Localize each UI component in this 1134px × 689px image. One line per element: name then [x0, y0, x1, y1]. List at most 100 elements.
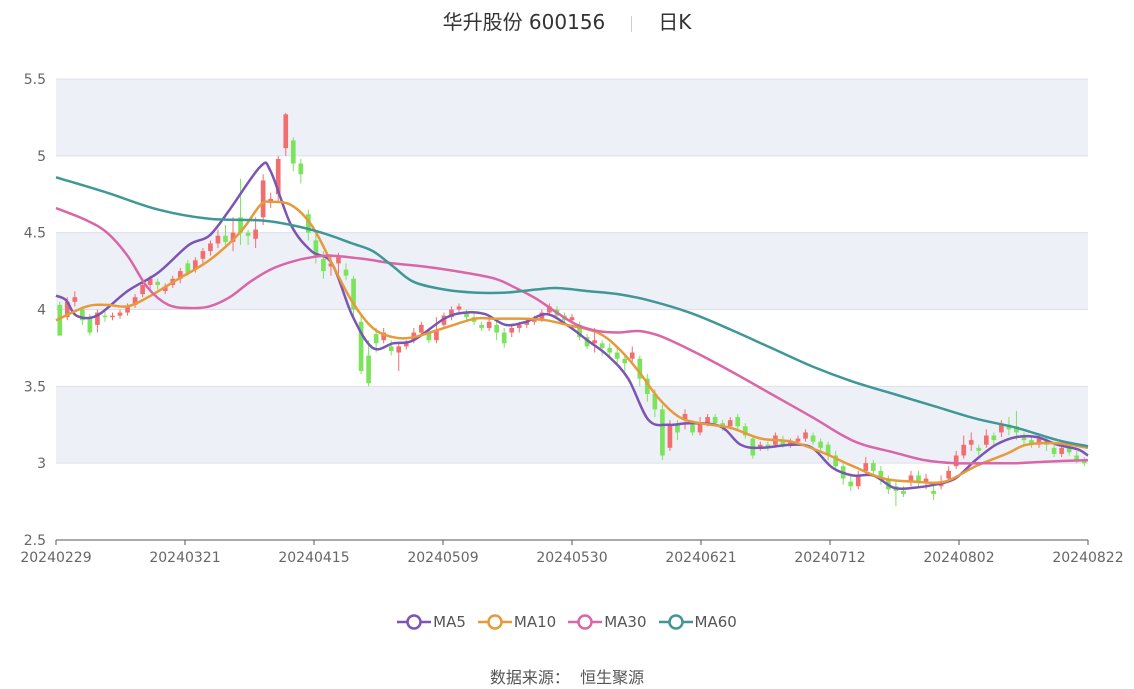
- candle[interactable]: [697, 417, 703, 436]
- candle[interactable]: [788, 438, 793, 448]
- candle[interactable]: [230, 217, 236, 252]
- candle[interactable]: [893, 481, 899, 507]
- candle-body: [95, 312, 100, 325]
- ma10-line[interactable]: [55, 200, 1089, 485]
- legend-item-ma60[interactable]: MA60: [658, 612, 737, 631]
- legend-label: MA5: [433, 612, 466, 631]
- candle[interactable]: [629, 346, 635, 362]
- candle[interactable]: [95, 309, 100, 333]
- candle[interactable]: [953, 450, 959, 470]
- candle[interactable]: [155, 278, 161, 290]
- candle[interactable]: [396, 343, 402, 371]
- candle[interactable]: [80, 306, 85, 325]
- candle[interactable]: [132, 294, 138, 308]
- candle[interactable]: [110, 312, 115, 321]
- candle-body: [396, 346, 402, 353]
- candle[interactable]: [117, 309, 123, 319]
- candle-body: [238, 217, 243, 233]
- moving-average-lines[interactable]: [55, 161, 1089, 491]
- ma30-line[interactable]: [55, 206, 1089, 465]
- candle[interactable]: [253, 217, 258, 249]
- candle[interactable]: [599, 340, 605, 356]
- candle[interactable]: [298, 158, 304, 184]
- candle[interactable]: [742, 423, 748, 439]
- candle[interactable]: [245, 229, 251, 245]
- candle-body: [336, 255, 341, 264]
- candle[interactable]: [1081, 457, 1087, 467]
- candle[interactable]: [818, 438, 823, 451]
- candle-body: [110, 315, 115, 318]
- candle[interactable]: [961, 435, 967, 459]
- candle[interactable]: [908, 470, 914, 487]
- candle[interactable]: [162, 283, 168, 295]
- candle[interactable]: [260, 174, 266, 225]
- candle[interactable]: [177, 268, 183, 284]
- candle[interactable]: [140, 281, 145, 298]
- candle-body: [803, 432, 808, 439]
- candle[interactable]: [1014, 410, 1019, 441]
- candle[interactable]: [976, 444, 982, 456]
- candle[interactable]: [223, 224, 228, 247]
- candle[interactable]: [215, 229, 221, 249]
- candle-body: [298, 163, 304, 175]
- candle[interactable]: [644, 374, 650, 402]
- candle[interactable]: [584, 334, 590, 350]
- candle[interactable]: [381, 327, 387, 344]
- ma5-line[interactable]: [55, 161, 1089, 491]
- candle[interactable]: [501, 327, 507, 348]
- candle[interactable]: [1021, 432, 1027, 445]
- candle[interactable]: [290, 137, 296, 172]
- candle[interactable]: [803, 429, 808, 442]
- candle[interactable]: [614, 347, 620, 365]
- candle-body: [660, 409, 665, 456]
- candle[interactable]: [757, 441, 763, 451]
- candle[interactable]: [999, 420, 1004, 438]
- legend-item-ma30[interactable]: MA30: [568, 612, 647, 631]
- candle[interactable]: [946, 466, 951, 482]
- candle[interactable]: [102, 311, 108, 322]
- candle[interactable]: [878, 466, 884, 485]
- candle[interactable]: [351, 275, 356, 321]
- candle[interactable]: [931, 484, 936, 501]
- y-tick-label: 4.5: [24, 226, 46, 242]
- candle[interactable]: [479, 321, 484, 332]
- candle[interactable]: [735, 413, 741, 430]
- candle[interactable]: [855, 470, 861, 490]
- legend-item-ma5[interactable]: MA5: [397, 612, 466, 631]
- ma60-line[interactable]: [55, 176, 1089, 448]
- candle[interactable]: [268, 192, 274, 209]
- candle[interactable]: [983, 429, 989, 448]
- candle[interactable]: [1029, 435, 1034, 448]
- candle[interactable]: [810, 432, 816, 445]
- candle-body: [644, 378, 650, 395]
- candle[interactable]: [343, 263, 349, 281]
- candle[interactable]: [328, 254, 334, 276]
- candle[interactable]: [916, 470, 921, 487]
- candle[interactable]: [968, 432, 974, 451]
- candle[interactable]: [509, 324, 515, 338]
- candle[interactable]: [848, 475, 854, 491]
- candle[interactable]: [313, 232, 319, 264]
- candle-body: [147, 278, 153, 285]
- candle[interactable]: [622, 355, 628, 371]
- candle[interactable]: [283, 112, 289, 156]
- candle[interactable]: [306, 209, 311, 241]
- candle[interactable]: [660, 404, 665, 461]
- candle[interactable]: [449, 306, 454, 321]
- candle[interactable]: [833, 450, 838, 471]
- candle[interactable]: [494, 321, 500, 341]
- candle[interactable]: [72, 291, 78, 307]
- candle-body: [80, 309, 85, 321]
- candle[interactable]: [991, 432, 997, 445]
- candle[interactable]: [825, 441, 831, 461]
- candle[interactable]: [366, 340, 371, 387]
- legend-item-ma10[interactable]: MA10: [477, 612, 556, 631]
- candle-body: [1081, 460, 1087, 464]
- candle[interactable]: [238, 178, 243, 245]
- candle[interactable]: [870, 460, 876, 476]
- candle[interactable]: [200, 248, 206, 264]
- candle[interactable]: [1051, 444, 1057, 458]
- candle[interactable]: [208, 240, 213, 256]
- candle[interactable]: [358, 315, 364, 375]
- candle[interactable]: [419, 321, 424, 336]
